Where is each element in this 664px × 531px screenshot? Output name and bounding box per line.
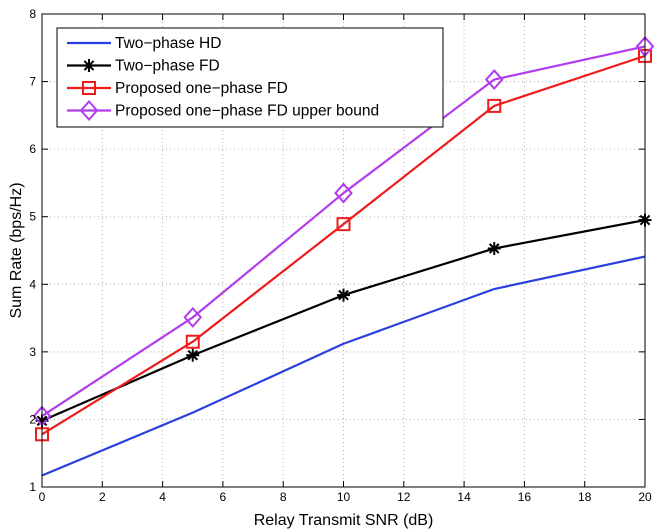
x-tick-label: 6 xyxy=(220,490,227,504)
series-line-3 xyxy=(41,45,646,417)
x-tick-label: 20 xyxy=(638,490,652,504)
x-tick-label: 18 xyxy=(578,490,592,504)
x-tick-label: 16 xyxy=(518,490,532,504)
y-tick-label: 2 xyxy=(29,412,36,426)
legend-label-3: Proposed one−phase FD upper bound xyxy=(115,103,379,120)
x-axis-label: Relay Transmit SNR (dB) xyxy=(254,512,434,529)
x-tick-label: 8 xyxy=(280,490,287,504)
y-axis-label: Sum Rate (bps/Hz) xyxy=(8,182,25,318)
legend-label-1: Two−phase FD xyxy=(115,58,220,75)
x-tick-label: 2 xyxy=(99,490,106,504)
legend-label-0: Two−phase HD xyxy=(115,35,221,52)
y-tick-label: 8 xyxy=(29,7,36,21)
legend-marker-1 xyxy=(82,59,96,72)
legend-marker-3 xyxy=(79,99,99,122)
series-point-1-3 xyxy=(487,241,501,255)
series-point-2-3 xyxy=(487,98,502,113)
x-tick-label: 4 xyxy=(159,490,166,504)
y-tick-label: 4 xyxy=(29,277,36,291)
series-point-3-3 xyxy=(484,69,504,91)
series-point-2-2 xyxy=(336,217,351,232)
series-point-1-1 xyxy=(186,348,200,362)
legend-marker-2 xyxy=(82,81,96,95)
x-tick-label: 14 xyxy=(457,490,471,504)
legend-box xyxy=(56,27,444,128)
x-tick-label: 10 xyxy=(337,490,351,504)
x-tick-label: 0 xyxy=(39,490,46,504)
series-point-1-2 xyxy=(337,288,350,302)
y-tick-label: 6 xyxy=(29,142,36,156)
y-tick-label: 3 xyxy=(29,345,36,359)
y-tick-label: 7 xyxy=(29,75,36,89)
x-tick-label: 12 xyxy=(397,490,411,504)
series-point-3-2 xyxy=(334,182,353,204)
y-tick-label: 1 xyxy=(29,480,36,494)
legend: Two−phase HD Two−phase FD Proposed one−pha… xyxy=(56,27,444,128)
series-point-3-1 xyxy=(183,306,203,328)
y-tick-label: 5 xyxy=(29,210,36,224)
series-line-2 xyxy=(41,54,646,436)
legend-label-2: Proposed one−phase FD xyxy=(115,80,288,97)
series-point-2-1 xyxy=(185,334,200,349)
series-line-0 xyxy=(41,255,646,477)
